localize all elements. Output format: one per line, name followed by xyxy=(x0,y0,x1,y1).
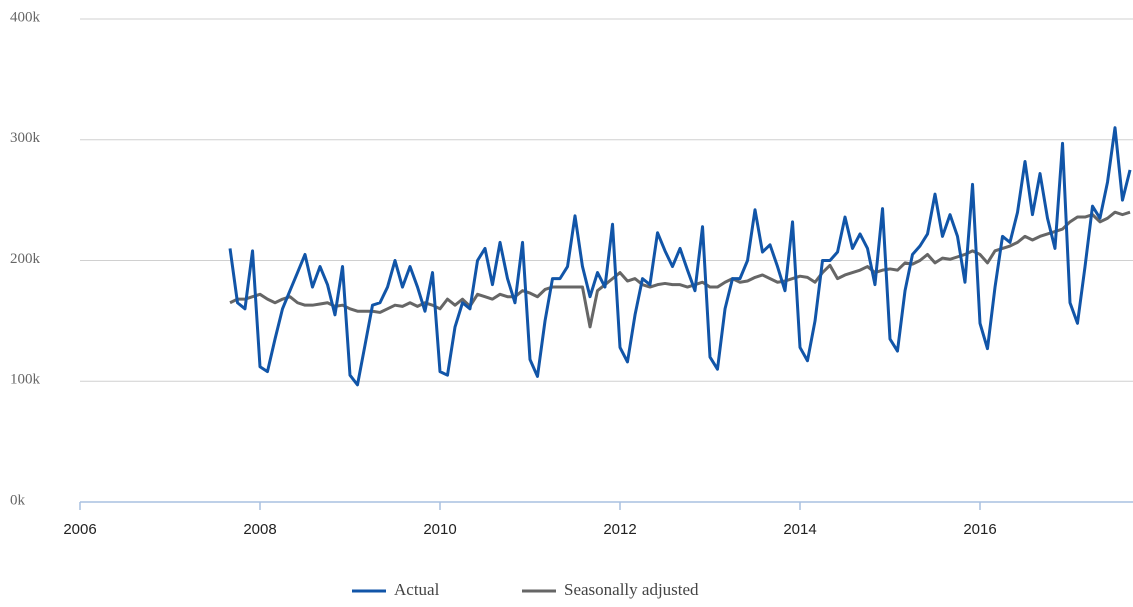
legend-label: Actual xyxy=(394,580,440,599)
x-tick-label: 2006 xyxy=(63,521,96,538)
series-line xyxy=(229,210,1131,329)
y-tick-label: 0k xyxy=(10,492,26,508)
y-tick-label: 200k xyxy=(10,251,41,267)
x-tick-label: 2016 xyxy=(963,521,996,538)
x-tick-label: 2008 xyxy=(243,521,276,538)
x-tick-label: 2014 xyxy=(783,521,816,538)
y-tick-label: 400k xyxy=(10,9,41,25)
x-tick-label: 2010 xyxy=(423,521,456,538)
y-tick-label: 100k xyxy=(10,372,41,388)
series-line xyxy=(228,126,1132,387)
legend-label: Seasonally adjusted xyxy=(564,580,699,599)
x-tick-label: 2012 xyxy=(603,521,636,538)
y-tick-label: 300k xyxy=(10,130,41,146)
